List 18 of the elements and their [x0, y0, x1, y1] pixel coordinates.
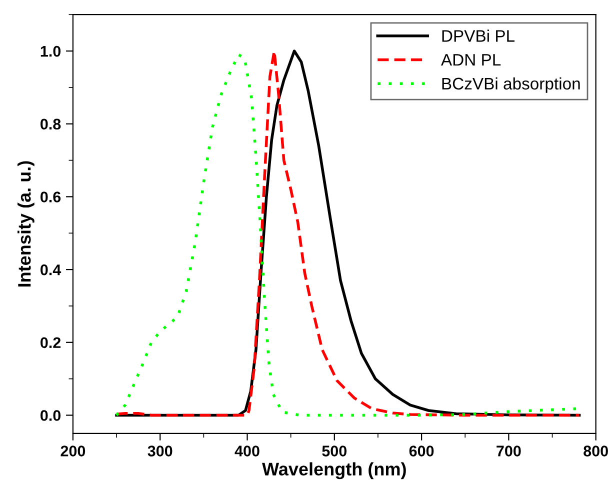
legend-label: DPVBi PL: [442, 30, 515, 42]
y-tick-label: 0.4: [40, 264, 62, 276]
y-tick-label: 1.0: [40, 46, 61, 57]
y-tick-label: 0.8: [40, 118, 61, 130]
y-tick-label: 0.0: [40, 410, 61, 421]
x-tick-label: 400: [234, 446, 260, 456]
y-tick-label: 0.2: [40, 337, 61, 348]
x-tick-label: 200: [60, 446, 86, 456]
x-tick-label: 500: [322, 446, 347, 456]
x-tick-label: 800: [584, 446, 608, 456]
legend-label: BCzVBi absorption: [442, 77, 580, 93]
x-tick-label: 700: [496, 446, 521, 456]
legend-label: ADN PL: [440, 54, 501, 66]
y-axis-title: Intensity (a. u.): [18, 161, 34, 287]
x-tick-label: 300: [148, 446, 172, 456]
y-tick-label: 0.6: [40, 192, 61, 202]
x-tick-label: 600: [409, 446, 434, 456]
x-axis-title: Wavelength (nm): [262, 462, 406, 480]
